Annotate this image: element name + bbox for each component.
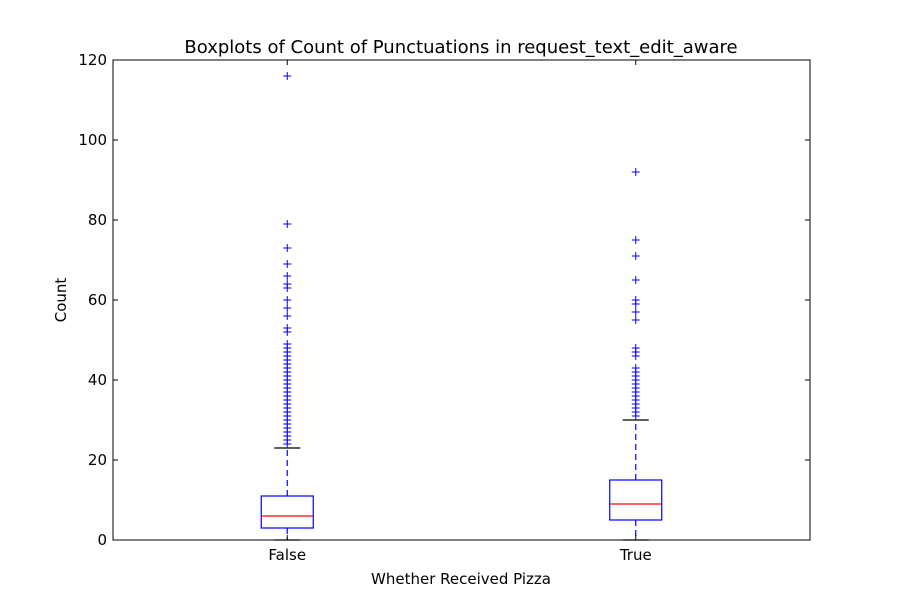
outlier-point bbox=[283, 244, 292, 252]
chart-title: Boxplots of Count of Punctuations in req… bbox=[184, 37, 737, 58]
y-tick-label: 120 bbox=[78, 51, 107, 69]
outlier-point bbox=[283, 340, 292, 348]
y-tick-label: 100 bbox=[78, 131, 107, 149]
outlier-point bbox=[631, 252, 640, 260]
x-axis-label: Whether Received Pizza bbox=[371, 570, 551, 588]
outlier-point bbox=[631, 308, 640, 316]
outlier-point bbox=[283, 272, 292, 280]
outlier-point bbox=[631, 168, 640, 176]
iqr-box bbox=[260, 495, 314, 529]
y-tick-label: 20 bbox=[88, 451, 107, 469]
y-tick-label: 80 bbox=[88, 211, 107, 229]
y-tick-label: 60 bbox=[88, 291, 107, 309]
axes: 0 20 40 60 80 100 120 False True bbox=[78, 51, 810, 564]
outlier-point bbox=[631, 316, 640, 324]
x-tick-label: True bbox=[619, 546, 652, 564]
outlier-point bbox=[283, 220, 292, 228]
y-axis-label: Count bbox=[52, 278, 70, 323]
y-tick-label: 0 bbox=[97, 531, 107, 549]
y-tick-label: 40 bbox=[88, 371, 107, 389]
outlier-point bbox=[283, 72, 292, 80]
box-group bbox=[260, 72, 314, 541]
outlier-point bbox=[631, 296, 640, 304]
outlier-point bbox=[283, 324, 292, 332]
outlier-point bbox=[283, 280, 292, 288]
outlier-point bbox=[283, 260, 292, 268]
x-tick-label: False bbox=[268, 546, 306, 564]
plot-frame bbox=[112, 59, 811, 541]
outlier-point bbox=[283, 296, 292, 304]
outlier-point bbox=[283, 304, 292, 312]
plot-area bbox=[260, 72, 663, 541]
outlier-point bbox=[631, 276, 640, 284]
outlier-point bbox=[631, 364, 640, 372]
outlier-point bbox=[631, 344, 640, 352]
iqr-box bbox=[609, 479, 663, 521]
box-group bbox=[609, 168, 663, 541]
outlier-point bbox=[283, 312, 292, 320]
outlier-point bbox=[631, 236, 640, 244]
